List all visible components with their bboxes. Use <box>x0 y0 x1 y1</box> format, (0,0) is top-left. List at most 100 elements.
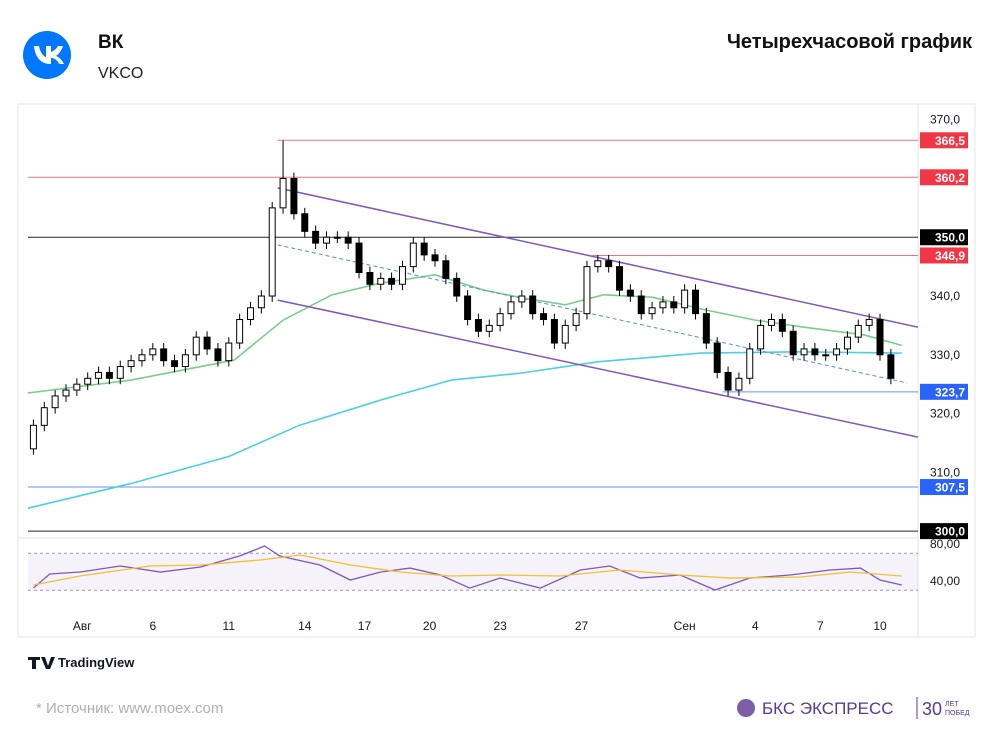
candle-body <box>160 348 168 362</box>
candle-body <box>767 319 775 326</box>
candle-body <box>746 348 754 379</box>
candle-body <box>138 354 146 362</box>
level-tag <box>920 523 968 540</box>
level-tag <box>920 169 968 186</box>
candle-body <box>822 354 830 357</box>
tradingview-logo <box>28 657 55 669</box>
x-tick-label: 11 <box>223 619 236 633</box>
candle-body <box>214 348 222 362</box>
candle-body <box>312 230 320 244</box>
candle-body <box>561 324 569 344</box>
rsi-line <box>33 554 902 586</box>
y-tick-label: 310,0 <box>930 465 960 479</box>
candle-body <box>757 324 765 350</box>
candle-body <box>616 266 624 291</box>
candle-body <box>800 348 808 356</box>
x-tick-label: 20 <box>423 619 437 633</box>
company-name: ВК <box>98 32 124 53</box>
candle-body <box>724 371 732 391</box>
candle-body <box>442 260 450 279</box>
bks-logo <box>737 699 755 717</box>
candle-body <box>127 360 135 368</box>
x-tick-label: Авг <box>73 619 92 633</box>
candle-body <box>550 319 558 344</box>
candle-body <box>485 324 493 332</box>
candle-body <box>865 319 873 326</box>
trend-line <box>277 299 919 438</box>
candle-body <box>692 289 699 315</box>
candle-body <box>62 389 70 397</box>
candle-body <box>887 354 895 379</box>
candle-body <box>789 330 797 356</box>
candle-body <box>398 266 406 285</box>
candle-body <box>702 313 710 344</box>
x-tick-label: 23 <box>493 619 507 633</box>
bks-text: БКС ЭКСПРЕСС <box>762 699 894 718</box>
x-tick-label: 7 <box>817 619 824 633</box>
candle-body <box>626 289 634 297</box>
candle-body <box>833 348 841 356</box>
candle-body <box>388 277 396 285</box>
candle-body <box>518 295 526 303</box>
level-label: 350,0 <box>935 231 965 245</box>
candle-body <box>605 260 613 268</box>
candle-body <box>854 324 862 338</box>
candle-body <box>171 360 179 368</box>
chart-frame <box>17 103 976 638</box>
candle-body <box>290 177 298 215</box>
level-label: 360,2 <box>935 171 965 185</box>
candle-body <box>637 295 645 315</box>
candle-body <box>474 319 482 332</box>
candle-body <box>659 301 667 309</box>
candle-body <box>778 319 786 332</box>
candle-body <box>420 242 428 256</box>
candle-body <box>73 383 81 391</box>
x-tick-label: 6 <box>149 619 156 633</box>
candle-body <box>257 295 265 309</box>
level-label: 346,9 <box>935 249 965 263</box>
level-label: 300,0 <box>935 525 965 539</box>
candle-body <box>268 207 276 297</box>
candle-body <box>876 319 884 356</box>
candle-body <box>843 336 851 350</box>
candle-body <box>355 242 363 274</box>
candle-body <box>203 336 211 350</box>
x-tick-label: Сен <box>674 619 696 633</box>
candle-body <box>279 177 287 209</box>
candle-body <box>301 213 309 232</box>
source: * Источник: www.moex.com <box>36 700 223 717</box>
y-tick-label: 340,0 <box>930 289 960 303</box>
x-tick-label: 27 <box>575 619 589 633</box>
level-label: 366,5 <box>935 134 965 148</box>
candle-body <box>648 307 656 315</box>
years-number: 30 <box>922 699 942 719</box>
level-tag <box>920 479 968 496</box>
candle-body <box>192 336 200 356</box>
rsi-tick-label: 80,00 <box>930 537 960 551</box>
trend-line <box>277 244 908 384</box>
level-tag <box>920 132 968 149</box>
x-tick-label: 4 <box>752 619 759 633</box>
candle-body <box>670 301 678 309</box>
candle-body <box>409 242 417 268</box>
candle-body <box>236 319 244 344</box>
level-label: 323,7 <box>935 385 965 399</box>
x-tick-label: 17 <box>358 619 372 633</box>
candle-body <box>811 348 819 356</box>
moving-average <box>27 351 902 509</box>
candle-body <box>681 289 689 309</box>
candle-body <box>496 313 504 326</box>
candle-body <box>464 295 472 321</box>
candle-body <box>431 254 439 262</box>
candle-body <box>594 260 602 268</box>
candle-body <box>366 272 374 285</box>
tradingview-text: TradingView <box>58 655 135 670</box>
candle-body <box>149 348 157 356</box>
candle-body <box>735 377 743 391</box>
years-top: ЛЕТ <box>945 701 959 708</box>
x-tick-label: 10 <box>873 619 887 633</box>
chart-title: Четырехчасовой график <box>727 31 973 53</box>
candle-body <box>377 277 385 285</box>
